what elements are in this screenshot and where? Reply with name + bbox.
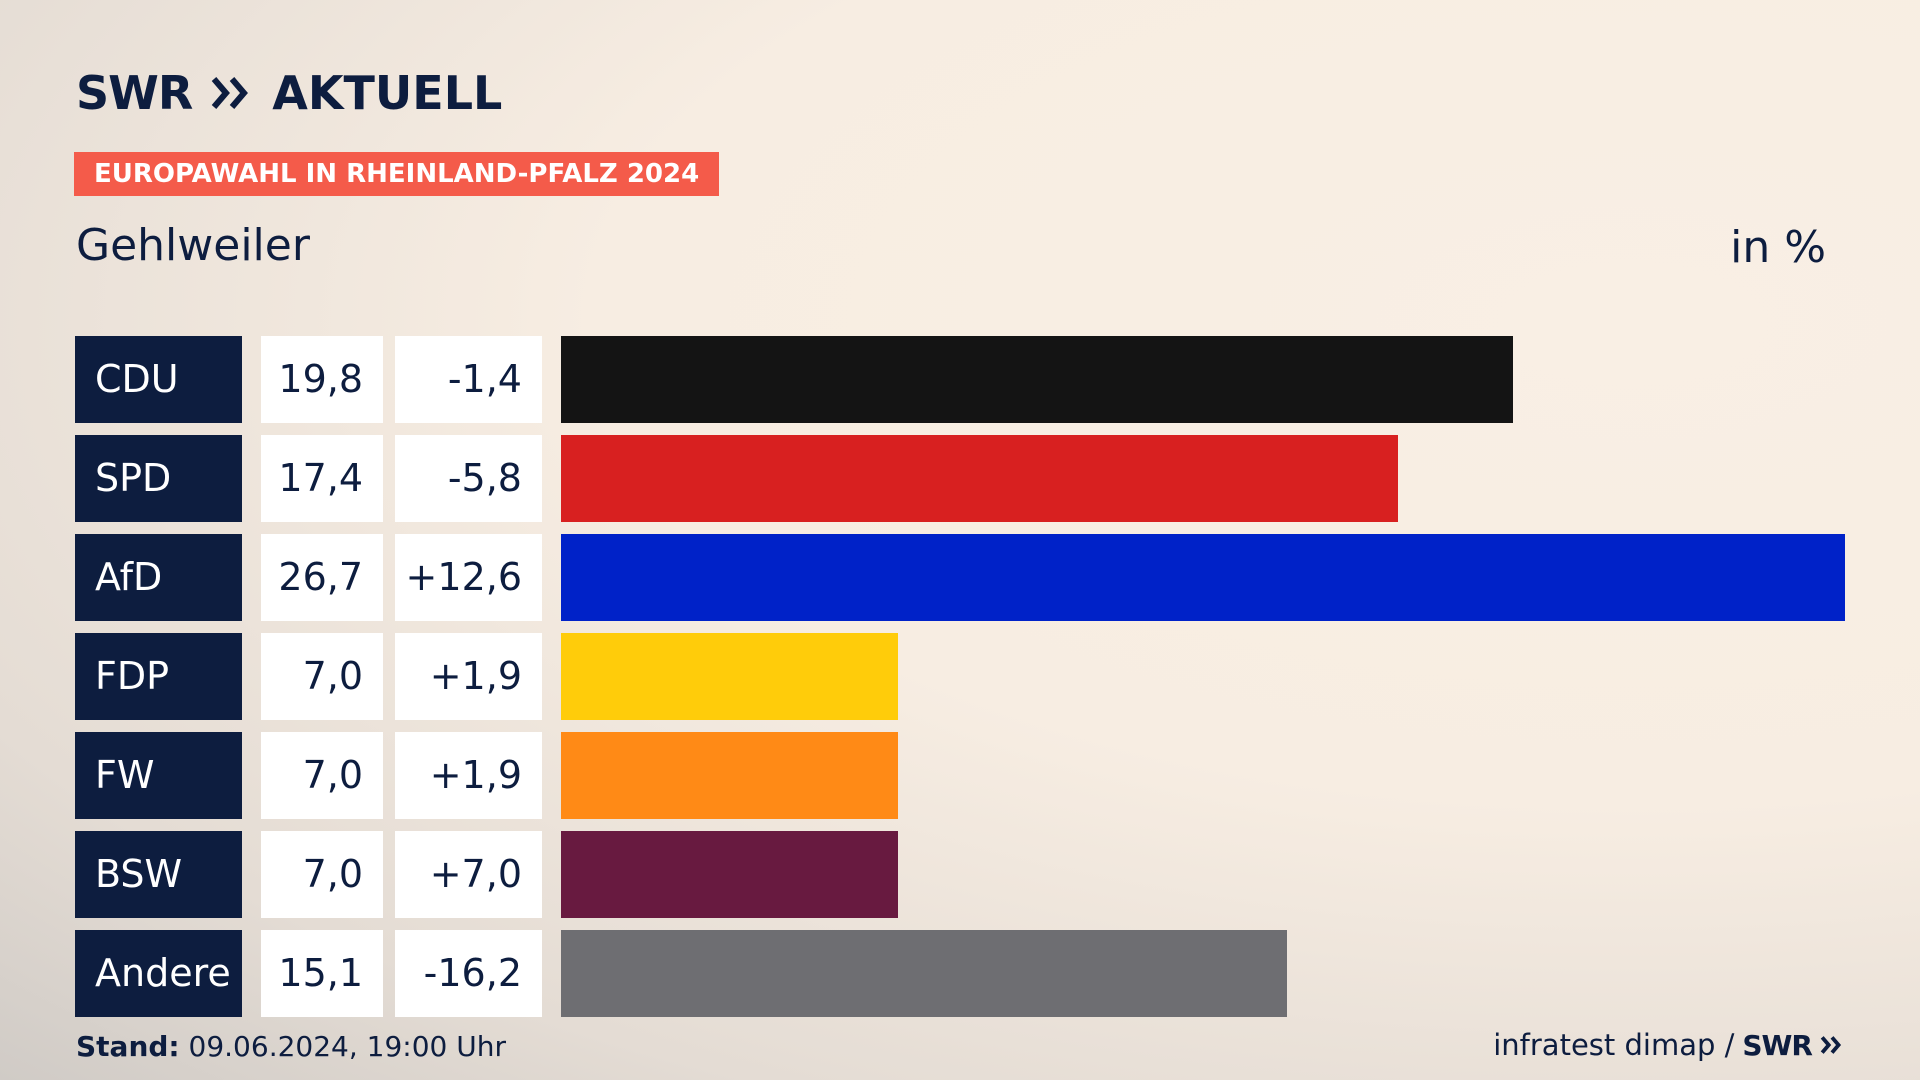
logo-chevrons-icon (212, 77, 249, 109)
result-bar (561, 732, 898, 819)
stand-info: Stand: 09.06.2024, 19:00 Uhr (76, 1030, 506, 1063)
result-bar (561, 831, 898, 918)
vote-share-label: 7,0 (261, 633, 383, 720)
stand-value: 09.06.2024, 19:00 Uhr (188, 1030, 506, 1063)
party-label: FW (75, 732, 242, 819)
stand-label: Stand: (76, 1030, 180, 1063)
vote-share-label: 19,8 (261, 336, 383, 423)
party-label: Andere (75, 930, 242, 1017)
change-label: +7,0 (395, 831, 542, 918)
footer-swr-logo: SWR (1742, 1028, 1813, 1062)
change-label: +1,9 (395, 633, 542, 720)
source-info: infratest dimap / SWR (1493, 1028, 1844, 1062)
vote-share-label: 17,4 (261, 435, 383, 522)
party-row: AfD 26,7 +12,6 (75, 534, 1845, 621)
result-bar (561, 435, 1398, 522)
vote-share-label: 7,0 (261, 831, 383, 918)
source-text: infratest dimap / (1493, 1028, 1735, 1062)
party-label: AfD (75, 534, 242, 621)
vote-share-label: 7,0 (261, 732, 383, 819)
party-label: CDU (75, 336, 242, 423)
change-label: -1,4 (395, 336, 542, 423)
party-label: BSW (75, 831, 242, 918)
party-row: CDU 19,8 -1,4 (75, 336, 1845, 423)
footer-chevrons-icon (1820, 1036, 1842, 1054)
vote-share-label: 15,1 (261, 930, 383, 1017)
result-bar (561, 336, 1513, 423)
election-tag: EUROPAWAHL IN RHEINLAND-PFALZ 2024 (74, 152, 720, 196)
party-row: Andere 15,1 -16,2 (75, 930, 1845, 1017)
logo-aktuell-text: AKTUELL (272, 66, 503, 120)
party-row: SPD 17,4 -5,8 (75, 435, 1845, 522)
change-label: +12,6 (395, 534, 542, 621)
party-row: BSW 7,0 +7,0 (75, 831, 1845, 918)
party-label: FDP (75, 633, 242, 720)
party-row: FW 7,0 +1,9 (75, 732, 1845, 819)
change-label: -16,2 (395, 930, 542, 1017)
result-bar (561, 633, 898, 720)
party-row: FDP 7,0 +1,9 (75, 633, 1845, 720)
unit-label: in % (1730, 222, 1826, 273)
swr-aktuell-logo: SWR AKTUELL (76, 66, 502, 120)
result-bar (561, 930, 1287, 1017)
change-label: -5,8 (395, 435, 542, 522)
party-label: SPD (75, 435, 242, 522)
vote-share-label: 26,7 (261, 534, 383, 621)
logo-swr-text: SWR (76, 66, 193, 120)
location-title: Gehlweiler (76, 220, 310, 271)
change-label: +1,9 (395, 732, 542, 819)
result-bar (561, 534, 1845, 621)
